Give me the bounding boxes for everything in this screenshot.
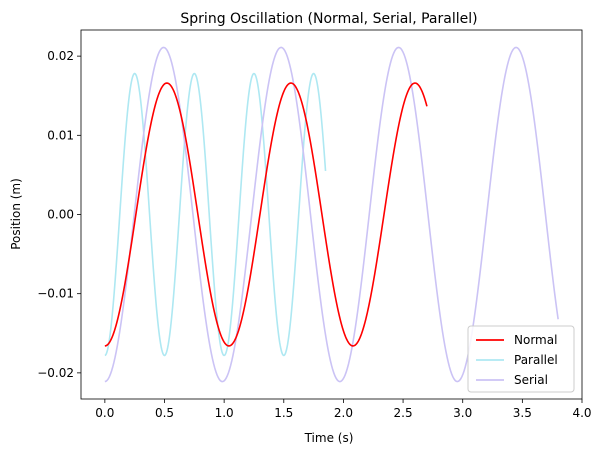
x-axis-label: Time (s)	[304, 431, 354, 445]
x-tick-label: 0.5	[155, 406, 174, 420]
x-tick-label: 2.0	[334, 406, 353, 420]
legend-label: Parallel	[514, 353, 558, 367]
chart-title: Spring Oscillation (Normal, Serial, Para…	[180, 11, 477, 27]
series-group	[104, 46, 559, 383]
y-axis: −0.02 −0.01 0.00 0.01 0.02	[37, 49, 81, 380]
y-tick-label: −0.02	[37, 366, 74, 380]
y-tick-label: 0.00	[47, 208, 74, 222]
y-tick-label: 0.01	[47, 128, 74, 142]
x-tick-label: 1.5	[274, 406, 293, 420]
legend: Normal Parallel Serial	[467, 325, 575, 393]
legend-box	[467, 325, 575, 393]
x-tick-label: 3.0	[453, 406, 472, 420]
plot-frame	[80, 29, 583, 400]
legend-label: Serial	[514, 373, 548, 387]
series-line-parallel	[104, 72, 327, 357]
legend-label: Normal	[514, 333, 557, 347]
y-tick-label: −0.01	[37, 287, 74, 301]
y-axis-label: Position (m)	[9, 178, 23, 250]
x-tick-label: 4.0	[572, 406, 591, 420]
series-line-normal	[104, 82, 428, 347]
x-tick-label: 2.5	[394, 406, 413, 420]
x-tick-label: 1.0	[215, 406, 234, 420]
y-tick-label: 0.02	[47, 49, 74, 63]
x-tick-label: 0.0	[95, 406, 114, 420]
x-tick-label: 3.5	[513, 406, 532, 420]
x-axis: 0.0 0.5 1.0 1.5 2.0 2.5 3.0 3.5 4.0	[95, 399, 592, 420]
